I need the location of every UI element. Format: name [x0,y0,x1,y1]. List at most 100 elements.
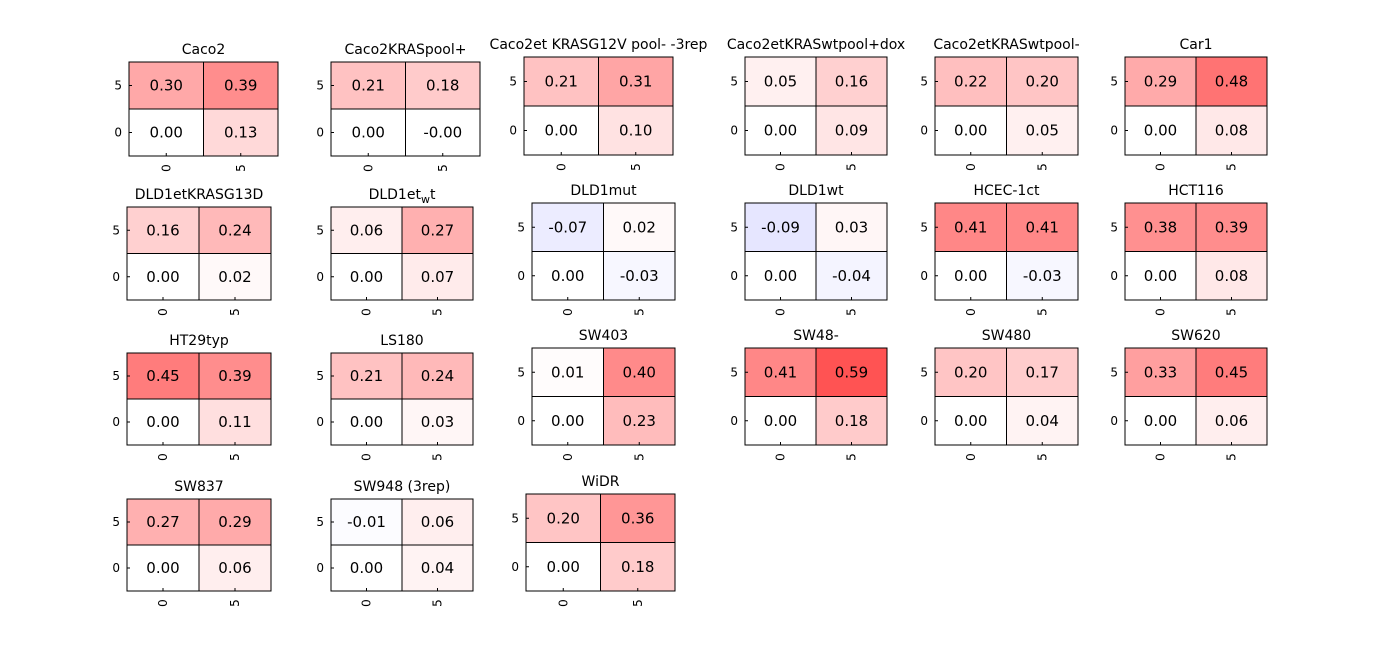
y-tick-label: 0 [920,269,928,283]
heatmap-cell [745,57,816,106]
heatmap-cell [603,348,675,397]
y-tick-label: 5 [112,223,120,237]
heatmap-cell [331,353,402,399]
x-tick-label: 0 [361,164,375,172]
heatmap-cell [402,499,473,545]
heatmap-panel: LS180 0.21 0.24 0.00 0.03 5 0 0 5 [316,333,474,461]
cell-value-label: 0.00 [146,413,179,431]
y-tick-label: 5 [517,220,525,234]
cell-value-label: 0.00 [551,267,584,285]
heatmap-panel: SW403 0.01 0.40 0.00 0.23 5 0 0 5 [517,328,676,461]
heatmap-cell [524,57,599,106]
cell-value-label: 0.21 [545,73,578,91]
heatmap-cell [532,396,604,445]
y-tick-label: 5 [1110,75,1118,89]
y-tick-label: 0 [112,561,120,575]
cell-value-label: 0.00 [150,124,183,142]
cell-value-label: 0.07 [421,268,454,286]
y-tick-label: 0 [517,269,525,283]
cell-value-label: 0.18 [621,558,654,576]
heatmap-cell [603,251,675,300]
cell-value-label: 0.33 [1144,363,1177,381]
y-tick-label: 0 [1110,269,1118,283]
x-tick-label: 5 [629,163,643,171]
cell-value-label: 0.21 [352,77,385,95]
panel-title: SW837 [174,479,223,495]
heatmap-cell [331,253,402,300]
y-tick-label: 0 [920,414,928,428]
heatmap-panel: HCT116 0.38 0.39 0.00 0.08 5 0 0 5 [1110,183,1268,316]
cell-value-label: 0.31 [619,73,652,91]
x-tick-label: 0 [561,453,575,461]
cell-value-label: 0.17 [1026,363,1059,381]
x-tick-label: 5 [845,163,859,171]
x-tick-label: 5 [1035,308,1049,316]
cell-value-label: 0.08 [1215,267,1248,285]
panel-title: HCT116 [1168,183,1224,199]
panel-title: SW620 [1171,328,1220,344]
cell-value-label: 0.00 [352,124,385,142]
x-tick-label: 5 [845,308,859,316]
heatmap-cell [532,203,604,252]
y-tick-label: 0 [112,270,120,284]
heatmap-panel: SW620 0.33 0.45 0.00 0.06 5 0 0 5 [1110,328,1268,461]
cell-value-label: 0.59 [835,363,868,381]
heatmap-cell [935,203,1007,252]
cell-value-label: 0.04 [1026,412,1059,430]
x-tick-label: 5 [632,308,646,316]
panel-title: DLD1wt [788,183,844,199]
cell-value-label: -0.03 [620,267,659,285]
y-tick-label: 5 [517,365,525,379]
x-tick-label: 5 [1225,308,1239,316]
cell-value-label: 0.00 [954,122,987,140]
heatmap-panel: DLD1etKRASG13D 0.16 0.24 0.00 0.02 5 0 0 5 [112,187,272,316]
y-tick-label: 5 [316,515,324,529]
y-tick-label: 0 [920,124,928,138]
heatmap-cell [935,348,1007,397]
x-tick-label: 0 [1154,453,1168,461]
cell-value-label: 0.41 [954,218,987,236]
cell-value-label: 0.30 [150,77,183,95]
y-tick-label: 5 [920,220,928,234]
y-tick-label: 5 [1110,220,1118,234]
heatmap-cell [603,396,675,445]
cell-value-label: 0.36 [621,509,654,527]
x-tick-label: 5 [431,453,445,461]
heatmap-cell [1006,57,1078,106]
heatmap-cell [331,399,402,445]
heatmap-cell [524,106,599,155]
x-tick-label: 0 [774,163,788,171]
heatmap-cell [816,251,887,300]
heatmap-cell [1125,57,1196,106]
heatmap-cell [127,207,199,254]
cell-value-label: 0.00 [1144,122,1177,140]
panel-title: DLD1etKRASG13D [135,187,264,203]
cell-value-label: 0.41 [1026,218,1059,236]
heatmap-cell [199,253,271,300]
heatmap-cell [935,251,1007,300]
cell-value-label: 0.16 [835,73,868,91]
cell-value-label: 0.16 [146,221,179,239]
panel-title: Caco2etKRASwtpool- [933,37,1079,53]
cell-value-label: 0.11 [218,413,251,431]
y-tick-label: 5 [920,75,928,89]
heatmap-panel: Caco2etKRASwtpool- 0.22 0.20 0.00 0.05 5 0 0 5 [920,37,1079,171]
y-tick-label: 5 [730,75,738,89]
x-tick-label: 5 [234,164,248,172]
cell-value-label: 0.10 [619,122,652,140]
panel-title: Caco2KRASpool+ [345,42,467,58]
heatmap-cell [532,251,604,300]
y-tick-label: 5 [511,511,519,525]
panel-title: DLD1mut [570,183,637,199]
heatmap-cell [203,62,278,109]
cell-value-label: -0.01 [347,513,386,531]
y-tick-label: 5 [509,75,517,89]
cell-value-label: 0.00 [350,268,383,286]
heatmap-panel: SW480 0.20 0.17 0.00 0.04 5 0 0 5 [920,328,1079,461]
heatmap-cell [1006,251,1078,300]
heatmap-cell [816,203,887,252]
heatmap-panel: SW948 (3rep) -0.01 0.06 0.00 0.04 5 0 0 5 [316,479,474,607]
panel-title: HCEC-1ct [973,183,1040,199]
cell-value-label: 0.00 [954,412,987,430]
heatmap-cell [402,207,473,254]
